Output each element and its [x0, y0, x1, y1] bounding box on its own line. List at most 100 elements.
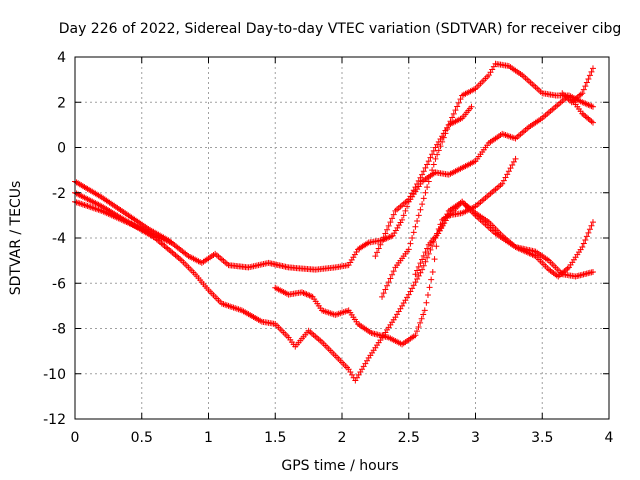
data-point-marker	[89, 204, 96, 211]
data-point-marker	[412, 223, 419, 230]
data-point-marker	[445, 121, 452, 128]
data-point-marker	[442, 130, 449, 137]
data-point-marker	[350, 254, 357, 261]
data-point-marker	[422, 258, 429, 265]
data-point-marker	[589, 119, 596, 126]
y-tick-label: 2	[57, 95, 66, 111]
data-point-marker	[468, 103, 475, 110]
data-point-marker	[417, 206, 424, 213]
y-tick-label: 4	[57, 50, 66, 66]
data-point-marker	[414, 267, 421, 274]
data-point-marker	[582, 236, 589, 243]
data-point-marker	[585, 75, 592, 82]
data-point-marker	[580, 86, 587, 93]
data-point-marker	[410, 187, 417, 194]
data-point-marker	[450, 110, 457, 117]
data-point-marker	[427, 154, 434, 161]
data-point-marker	[426, 284, 433, 291]
data-point-marker	[93, 206, 100, 213]
data-point-marker	[452, 107, 459, 114]
y-tick-label: -10	[43, 367, 66, 383]
data-point-marker	[409, 190, 416, 197]
data-point-marker	[384, 282, 391, 289]
data-point-marker	[431, 256, 438, 263]
data-point-marker	[585, 229, 592, 236]
data-point-marker	[419, 201, 426, 208]
data-point-marker	[414, 180, 421, 187]
data-point-marker	[415, 323, 422, 330]
data-point-marker	[432, 155, 439, 162]
data-point-marker	[76, 200, 83, 207]
data-point-marker	[420, 262, 427, 269]
data-point-marker	[402, 207, 409, 214]
data-point-marker	[442, 214, 449, 221]
series-satellite-a	[72, 92, 596, 273]
x-tick-label: 1	[204, 430, 213, 446]
data-point-marker	[430, 147, 437, 154]
data-point-marker	[589, 268, 596, 275]
data-point-marker	[423, 299, 430, 306]
data-point-marker	[164, 245, 171, 252]
data-point-marker	[79, 201, 86, 208]
data-point-marker	[588, 222, 595, 229]
data-point-marker	[385, 279, 392, 286]
data-point-marker	[418, 315, 425, 322]
data-point-marker	[424, 161, 431, 168]
data-point-marker	[405, 291, 412, 298]
data-point-marker	[502, 174, 509, 181]
x-tick-label: 2	[338, 430, 347, 446]
data-point-marker	[512, 155, 519, 162]
data-point-marker	[586, 226, 593, 233]
data-point-marker	[353, 248, 360, 255]
data-point-marker	[382, 230, 389, 237]
data-point-marker	[390, 268, 397, 275]
data-point-marker	[504, 171, 511, 178]
data-point-marker	[407, 240, 414, 247]
data-point-marker	[580, 240, 587, 247]
data-point-marker	[348, 256, 355, 263]
x-tick-label: 3.5	[531, 430, 553, 446]
tick-layer: 0 0.5 1 1.5 2 2.5 3 3.5 4 -12 -10 -8 -6 -4 -2 0 2 4	[43, 50, 613, 446]
data-point-marker	[380, 234, 387, 241]
data-point-marker	[415, 272, 422, 279]
chart-title: Day 226 of 2022, Sidereal Day-to-day VTE…	[59, 21, 622, 37]
data-point-marker	[170, 250, 177, 257]
data-point-marker	[424, 292, 431, 299]
data-point-marker	[444, 126, 451, 133]
data-point-marker	[427, 246, 434, 253]
data-point-marker	[351, 251, 358, 258]
data-point-marker	[582, 83, 589, 90]
data-point-marker	[390, 211, 397, 218]
data-point-marker	[73, 199, 80, 206]
data-point-marker	[419, 256, 426, 263]
data-point-marker	[435, 147, 442, 154]
data-point-marker	[422, 249, 429, 256]
data-point-marker	[409, 235, 416, 241]
data-point-marker	[429, 167, 436, 174]
data-point-marker	[425, 250, 432, 257]
data-point-marker	[405, 246, 412, 253]
data-point-marker	[410, 229, 417, 236]
data-point-marker	[407, 288, 414, 295]
data-point-marker	[425, 158, 432, 165]
data-point-marker	[409, 285, 416, 292]
data-point-marker	[412, 279, 419, 286]
x-tick-label: 4	[605, 430, 614, 446]
y-tick-label: -2	[52, 186, 66, 202]
data-point-marker	[414, 276, 421, 283]
data-point-marker	[161, 242, 168, 249]
x-tick-label: 3	[471, 430, 480, 446]
data-point-marker	[500, 177, 507, 184]
data-point-marker	[417, 319, 424, 326]
data-point-marker	[347, 259, 354, 266]
data-point-marker	[420, 168, 427, 175]
data-point-marker	[389, 271, 396, 278]
series-satellite-d	[272, 198, 596, 348]
data-point-marker	[589, 65, 596, 72]
data-point-marker	[435, 230, 442, 237]
data-point-marker	[82, 202, 89, 209]
data-point-marker	[384, 226, 391, 233]
data-point-marker	[444, 211, 451, 218]
data-point-marker	[583, 233, 590, 240]
data-point-marker	[81, 201, 88, 208]
